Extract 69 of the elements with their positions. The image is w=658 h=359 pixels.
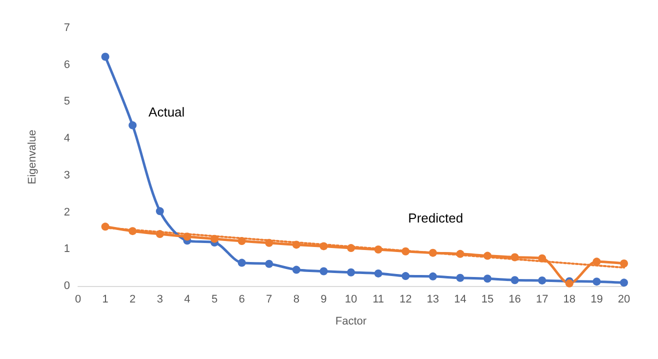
point <box>456 274 464 282</box>
point <box>484 274 492 283</box>
point <box>238 237 246 246</box>
point <box>592 278 601 286</box>
point <box>156 230 164 238</box>
point <box>292 240 300 249</box>
x-axis-title: Factor <box>335 316 367 328</box>
x-tick-label: 13 <box>426 294 440 306</box>
x-tick-label: 7 <box>266 294 272 306</box>
x-tick-label: 11 <box>372 294 384 306</box>
y-tick-label: 0 <box>64 280 70 292</box>
point <box>428 248 437 257</box>
x-tick-label: 20 <box>618 294 630 306</box>
x-tick-label: 3 <box>156 294 163 306</box>
series-label: Predicted <box>408 210 464 226</box>
point <box>101 222 110 231</box>
x-tick-label: 14 <box>454 294 466 306</box>
point <box>620 260 628 268</box>
point <box>320 267 328 276</box>
x-tick-label: 6 <box>238 294 245 306</box>
point <box>456 250 464 258</box>
x-tick-label: 15 <box>481 294 494 306</box>
x-tick-label: 18 <box>563 294 576 306</box>
x-tick-label: 19 <box>590 294 603 306</box>
x-tick-label: 8 <box>293 294 300 306</box>
y-tick-label: 3 <box>64 169 70 182</box>
x-tick-label: 5 <box>211 294 218 306</box>
point <box>374 269 382 278</box>
x-tick-label: 10 <box>344 294 358 306</box>
point <box>510 253 519 262</box>
x-tick-label: 1 <box>102 294 108 306</box>
point <box>374 246 382 254</box>
x-tick-label: 12 <box>399 294 412 306</box>
y-tick-label: 1 <box>64 243 70 256</box>
point <box>238 258 246 267</box>
x-tick-label: 9 <box>320 294 327 306</box>
point <box>428 272 437 280</box>
x-tick-label: 2 <box>130 294 136 306</box>
x-tick-label: 16 <box>508 294 521 306</box>
point <box>538 254 546 262</box>
point <box>538 276 546 284</box>
y-axis-title: Eigenvalue <box>26 130 38 184</box>
y-tick-label: 6 <box>64 58 70 71</box>
point <box>347 268 355 276</box>
x-tick-label: 17 <box>536 294 548 306</box>
point <box>101 52 110 61</box>
point <box>510 276 519 284</box>
point <box>592 258 601 266</box>
point <box>156 207 164 216</box>
y-tick-label: 5 <box>64 96 70 108</box>
point <box>402 272 410 280</box>
series-label: Actual <box>148 104 185 120</box>
point <box>402 247 410 256</box>
point <box>128 227 137 236</box>
point <box>128 121 137 130</box>
x-tick-label: 0 <box>74 294 82 306</box>
point <box>484 252 492 260</box>
point <box>620 278 628 287</box>
y-tick-label: 7 <box>64 22 70 34</box>
y-tick-label: 4 <box>64 132 70 145</box>
x-tick-label: 4 <box>184 294 190 306</box>
point <box>292 266 300 274</box>
point <box>265 238 274 247</box>
point <box>210 234 218 243</box>
point <box>347 244 355 252</box>
point <box>265 260 274 268</box>
point <box>320 242 328 250</box>
point <box>183 232 192 241</box>
y-tick-label: 2 <box>64 206 70 218</box>
